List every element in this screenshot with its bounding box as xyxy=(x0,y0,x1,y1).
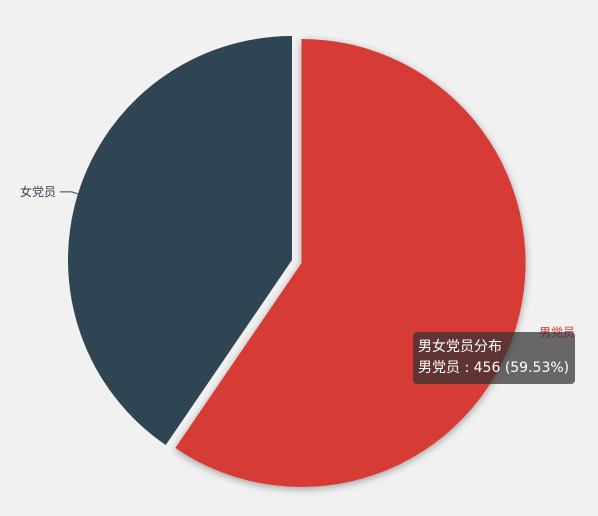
tooltip-series-label: 男党员 xyxy=(418,360,460,376)
tooltip-value: 456 xyxy=(473,360,501,376)
slice-label-female: 女党员 xyxy=(20,184,56,199)
tooltip-separator: : xyxy=(460,360,474,376)
tooltip-value-line: 男党员 : 456 (59.53%) xyxy=(418,358,569,379)
tooltip-percent: (59.53%) xyxy=(504,360,570,376)
pie-slices xyxy=(67,36,526,487)
tooltip-title: 男女党员分布 xyxy=(418,339,502,355)
pie-slice-female[interactable] xyxy=(67,36,292,446)
slice-label-line-female xyxy=(59,191,79,195)
chart-tooltip: 男女党员分布 男党员 : 456 (59.53%) xyxy=(413,332,576,384)
